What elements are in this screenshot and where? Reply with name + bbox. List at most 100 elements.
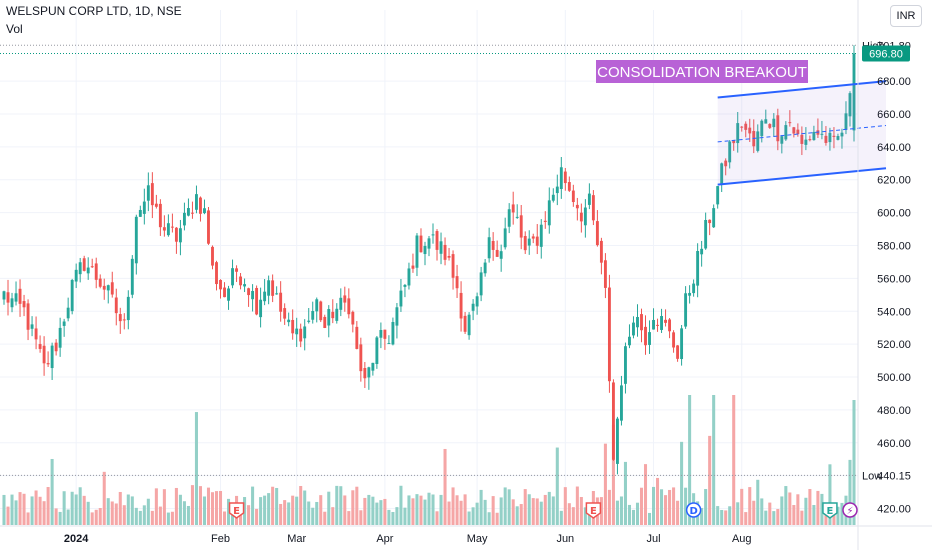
candle-body: [844, 113, 848, 130]
volume-bar: [170, 511, 174, 525]
candle-body: [287, 319, 291, 323]
candle-body: [668, 319, 672, 332]
volume-bar: [788, 492, 792, 525]
volume-bar: [186, 505, 190, 525]
volume-bar: [780, 496, 784, 525]
volume-bar: [94, 509, 98, 525]
candle-body: [615, 418, 619, 464]
volume-bar: [319, 495, 323, 525]
volume-bar: [724, 510, 728, 525]
volume-bar: [439, 494, 443, 525]
candle-body: [363, 368, 367, 379]
volume-bar: [166, 512, 170, 525]
volume-bar: [712, 395, 716, 525]
volume-bar: [623, 461, 627, 525]
volume-bar: [190, 485, 194, 525]
volume-bar: [146, 498, 150, 525]
volume-bar: [202, 496, 206, 525]
volume-bar: [423, 499, 427, 525]
candle-body: [110, 282, 114, 295]
volume-bar: [752, 500, 756, 525]
volume-bar: [399, 485, 403, 525]
candle-body: [98, 278, 102, 287]
candle-body: [186, 208, 190, 216]
candle-body: [395, 307, 399, 326]
candle-body: [463, 315, 467, 332]
volume-bar: [507, 489, 511, 525]
candle-body: [295, 328, 299, 335]
volume-bar: [708, 435, 712, 525]
candle-body: [122, 319, 126, 321]
volume-bar: [295, 496, 299, 525]
volume-bar: [114, 503, 118, 525]
volume-bar: [768, 502, 772, 525]
event-marker-badge: [585, 502, 602, 519]
volume-bar: [271, 486, 275, 525]
event-marker-label: E: [233, 506, 240, 517]
volume-bar: [403, 507, 407, 525]
candle-body: [46, 363, 50, 365]
volume-bar: [287, 502, 291, 525]
volume-bar: [792, 505, 796, 525]
volume-bar: [243, 497, 247, 525]
candle-body: [575, 204, 579, 209]
candle-body: [495, 249, 499, 257]
candle-body: [551, 194, 555, 201]
volume-bar: [122, 505, 126, 525]
event-marker: E: [822, 502, 838, 519]
volume-bar: [716, 506, 720, 525]
candle-body: [836, 136, 840, 140]
last-price-badge: [862, 45, 910, 62]
candle-body: [644, 326, 647, 346]
x-tick-label: Feb: [211, 533, 230, 545]
volume-bar: [26, 512, 30, 525]
volume-bar: [852, 400, 856, 525]
candle-body: [515, 216, 519, 218]
volume-bar: [90, 512, 94, 525]
volume-bar: [463, 494, 467, 525]
candle-body: [375, 337, 379, 364]
volume-bar: [30, 496, 34, 525]
volume-bar: [214, 491, 219, 525]
candle-body: [800, 134, 804, 144]
currency-selector[interactable]: INR: [890, 5, 922, 27]
volume-bar: [275, 487, 279, 525]
candle-body: [796, 129, 800, 135]
event-marker-badge: [842, 502, 858, 518]
volume-bar: [639, 487, 644, 525]
volume-bar: [263, 495, 267, 525]
volume-bar: [559, 510, 563, 525]
candle-body: [299, 328, 303, 342]
volume-bar: [158, 506, 162, 525]
volume-bar: [303, 490, 307, 525]
candle-body: [427, 238, 431, 249]
candle-body: [620, 385, 623, 421]
candle-body: [792, 127, 796, 134]
volume-bar: [451, 487, 455, 525]
candle-body: [134, 216, 138, 264]
candle-body: [403, 284, 407, 287]
candle-body: [271, 280, 275, 296]
volume-bar: [567, 503, 571, 525]
candle-body: [784, 125, 788, 140]
candle-body: [138, 209, 142, 217]
volume-bar: [70, 491, 74, 525]
candle-body: [54, 342, 58, 352]
volume-bar: [343, 495, 347, 525]
event-marker-label: E: [590, 506, 597, 517]
candle-body: [467, 314, 471, 336]
volume-bar: [34, 490, 38, 525]
volume-bar: [551, 496, 555, 525]
volume-bar: [764, 510, 768, 525]
event-marker: E: [228, 502, 245, 519]
candle-body: [130, 258, 134, 295]
volume-bar: [74, 494, 78, 525]
overlays: CONSOLIDATION BREAKOUT E E D E ⚡: [0, 44, 858, 519]
event-marker-badge: [685, 502, 702, 518]
candle-body: [223, 287, 226, 298]
volume-bar: [431, 494, 435, 525]
low-label-bg: [860, 467, 932, 484]
y-tick-label: 560.00: [877, 273, 911, 285]
candle-body: [215, 262, 218, 285]
